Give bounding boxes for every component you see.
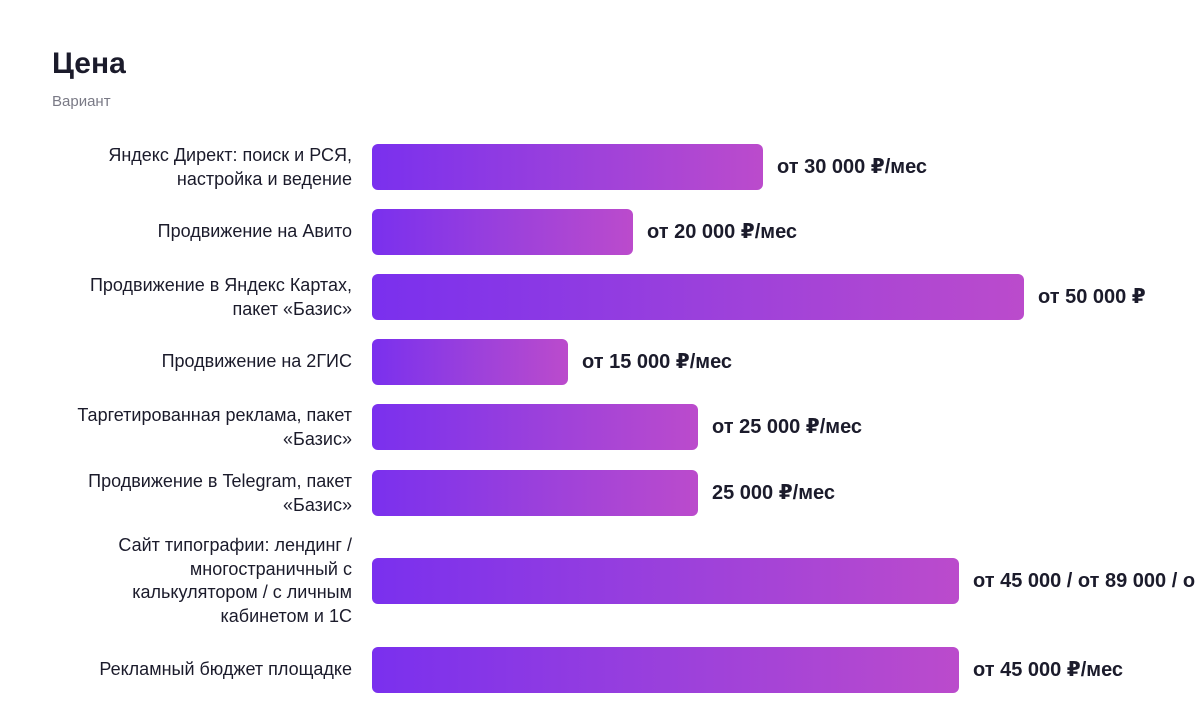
bar [372, 647, 959, 693]
bar [372, 470, 698, 516]
chart-title: Цена [52, 47, 126, 80]
bar [372, 404, 698, 450]
bar [372, 558, 959, 604]
chart-subtitle: Вариант [52, 93, 111, 110]
category-label: Рекламный бюджет площадке [99, 659, 352, 679]
value-label: от 45 000 / от 89 000 / о [973, 570, 1196, 592]
value-label: 25 000 ₽/мес [712, 482, 835, 504]
category-label: Продвижение в Яндекс Картах, пакет «Бази… [89, 275, 352, 319]
bar [372, 144, 763, 190]
category-label: Продвижение в Telegram, пакет «Базис» [88, 471, 352, 515]
value-label: от 15 000 ₽/мес [582, 351, 733, 373]
category-label: Сайт типографии: лендинг / многостраничн… [118, 535, 352, 626]
value-label: от 25 000 ₽/мес [712, 416, 863, 438]
category-label: Продвижение на Авито [157, 221, 352, 241]
value-label: от 50 000 ₽ [1038, 286, 1146, 308]
value-label: от 20 000 ₽/мес [647, 221, 798, 243]
category-label: Продвижение на 2ГИС [161, 351, 352, 371]
value-label: от 30 000 ₽/мес [777, 156, 928, 178]
value-label: от 45 000 ₽/мес [973, 659, 1124, 681]
bar [372, 339, 568, 385]
category-label: Таргетированная реклама, пакет «Базис» [77, 405, 352, 449]
bar [372, 209, 633, 255]
category-label: Яндекс Директ: поиск и РСЯ, настройка и … [108, 145, 352, 189]
bar [372, 274, 1024, 320]
